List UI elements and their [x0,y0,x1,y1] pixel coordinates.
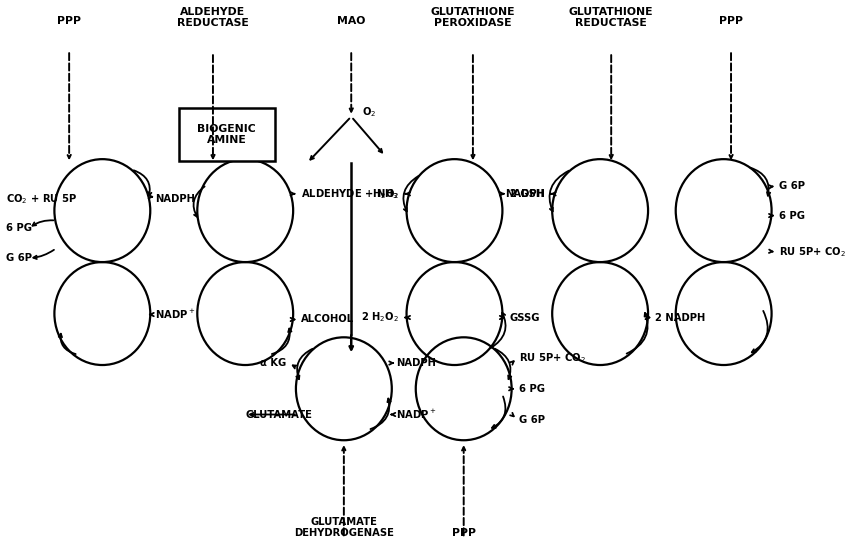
Text: 2 GSH: 2 GSH [510,189,544,199]
Text: GLUTATHIONE
PEROXIDASE: GLUTATHIONE PEROXIDASE [431,7,515,29]
Text: CO$_2$ + RU 5P: CO$_2$ + RU 5P [6,192,76,206]
Text: ALCOHOL: ALCOHOL [301,314,354,325]
Text: NADPH: NADPH [396,358,436,368]
Text: 6 PG: 6 PG [519,384,545,394]
Text: GLUTAMATE: GLUTAMATE [245,410,312,419]
Text: BIOGENIC
AMINE: BIOGENIC AMINE [197,123,256,145]
Text: NADPH: NADPH [505,189,545,199]
Text: 2 NADPH: 2 NADPH [655,313,706,322]
Text: GLUTAMATE
DEHYDROGENASE: GLUTAMATE DEHYDROGENASE [294,517,394,538]
Text: 6 PG: 6 PG [6,223,31,233]
Text: G 6P: G 6P [519,414,545,425]
Text: GLUTATHIONE
REDUCTASE: GLUTATHIONE REDUCTASE [569,7,654,29]
Text: 2 H$_2$O$_2$: 2 H$_2$O$_2$ [361,311,400,325]
Text: PPP: PPP [57,16,81,25]
Text: α KG: α KG [260,358,286,368]
Text: NADP$^+$: NADP$^+$ [155,308,196,321]
Text: ALDEHYDE
REDUCTASE: ALDEHYDE REDUCTASE [177,7,249,29]
Text: PPP: PPP [719,16,743,25]
Text: O$_2$: O$_2$ [362,105,377,118]
Text: ALDEHYDE + NH$_3$: ALDEHYDE + NH$_3$ [301,187,399,201]
Text: RU 5P+ CO$_2$: RU 5P+ CO$_2$ [519,351,586,365]
Text: RU 5P+ CO$_2$: RU 5P+ CO$_2$ [779,245,846,259]
Text: NADPH: NADPH [155,194,195,204]
Text: NADP$^+$: NADP$^+$ [396,408,437,421]
FancyBboxPatch shape [178,108,275,161]
Text: MAO: MAO [337,16,365,25]
Text: 6 PG: 6 PG [779,210,805,221]
Text: PPP: PPP [451,528,476,538]
Text: GSSG: GSSG [510,313,541,322]
Text: G 6P: G 6P [779,181,805,191]
Text: G 6P: G 6P [6,253,31,263]
Text: H$_2$O$_2$: H$_2$O$_2$ [371,187,399,201]
